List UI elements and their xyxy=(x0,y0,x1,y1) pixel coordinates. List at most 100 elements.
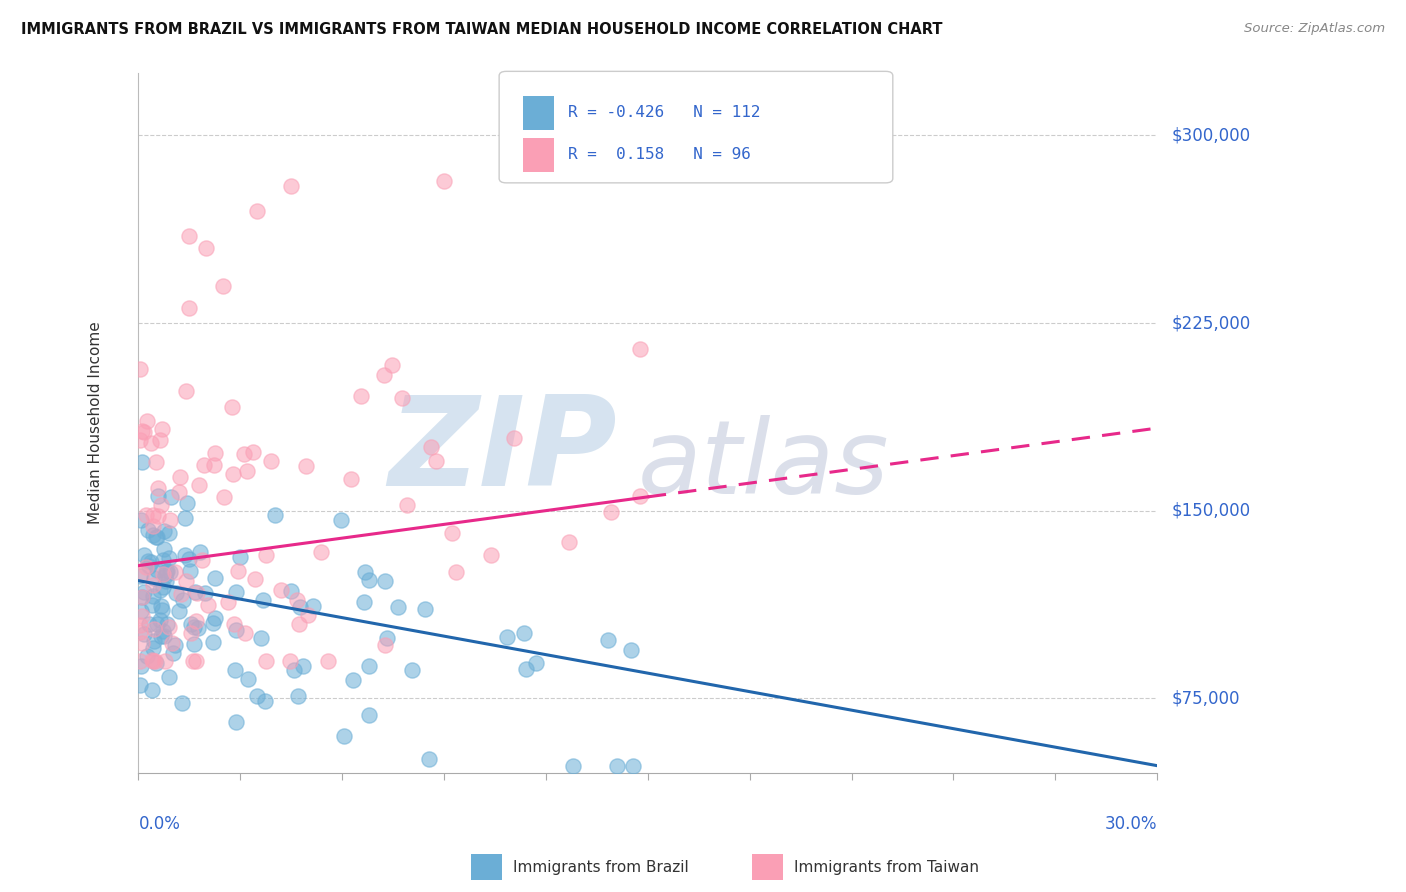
Point xyxy=(381,358,404,372)
Point xyxy=(243,572,266,586)
Point xyxy=(260,454,283,468)
Point xyxy=(181,654,204,668)
Point xyxy=(387,599,409,614)
Text: atlas: atlas xyxy=(638,415,889,515)
Point xyxy=(316,654,339,668)
Point xyxy=(142,528,165,542)
Point xyxy=(163,566,186,580)
Point xyxy=(135,414,157,428)
Text: $150,000: $150,000 xyxy=(1171,501,1250,520)
Point xyxy=(373,368,395,383)
Point xyxy=(135,648,157,663)
Point xyxy=(157,525,180,540)
Point xyxy=(129,362,152,376)
Point xyxy=(131,567,153,582)
Point xyxy=(391,391,413,405)
Point xyxy=(129,569,152,583)
Point xyxy=(401,663,423,677)
Point xyxy=(193,458,215,473)
Point xyxy=(129,624,152,639)
Point xyxy=(169,604,191,618)
Point xyxy=(194,585,217,599)
Point xyxy=(157,620,180,634)
Point xyxy=(143,654,166,668)
Point xyxy=(204,611,226,625)
Point xyxy=(129,678,152,692)
Point xyxy=(620,643,643,657)
Point xyxy=(155,574,177,589)
Point xyxy=(236,672,259,686)
Point xyxy=(425,454,447,468)
Point xyxy=(599,505,621,519)
Point xyxy=(236,464,259,478)
Point xyxy=(280,178,302,193)
Point xyxy=(157,670,180,684)
Point xyxy=(132,425,155,440)
Point xyxy=(165,586,187,600)
Text: Immigrants from Brazil: Immigrants from Brazil xyxy=(513,860,689,874)
Point xyxy=(524,656,547,670)
Point xyxy=(224,663,246,677)
Point xyxy=(149,582,172,597)
Point xyxy=(188,478,211,492)
Point xyxy=(515,662,537,676)
Point xyxy=(153,524,176,538)
Point xyxy=(353,595,375,609)
Point xyxy=(180,616,202,631)
Point xyxy=(232,446,254,460)
Point xyxy=(145,530,167,544)
Point xyxy=(357,659,380,673)
Text: Source: ZipAtlas.com: Source: ZipAtlas.com xyxy=(1244,22,1385,36)
Point xyxy=(309,545,332,559)
Point xyxy=(143,634,166,648)
Point xyxy=(287,689,309,703)
Point xyxy=(204,446,226,460)
Point xyxy=(170,586,193,600)
Point xyxy=(131,609,153,624)
Point xyxy=(292,658,315,673)
Point xyxy=(131,636,153,650)
Point xyxy=(290,600,312,615)
Point xyxy=(163,639,186,653)
Point xyxy=(283,663,305,677)
Point xyxy=(202,634,225,648)
Point xyxy=(254,654,277,668)
Point xyxy=(270,582,292,597)
Point xyxy=(135,560,157,574)
Point xyxy=(357,574,380,588)
Point xyxy=(396,498,419,512)
Point xyxy=(479,548,502,562)
Point xyxy=(136,554,159,568)
Point xyxy=(342,673,364,688)
Point xyxy=(141,598,163,612)
Point xyxy=(440,525,463,540)
Point xyxy=(146,616,169,631)
Point xyxy=(285,592,308,607)
Point xyxy=(149,613,172,627)
Point xyxy=(136,523,159,537)
Point xyxy=(131,591,153,605)
Point xyxy=(221,400,243,414)
Point xyxy=(221,467,243,482)
Text: Immigrants from Taiwan: Immigrants from Taiwan xyxy=(794,860,980,874)
Point xyxy=(202,458,225,473)
Point xyxy=(212,278,235,293)
Point xyxy=(254,548,277,562)
Point xyxy=(513,626,536,640)
Point xyxy=(562,758,585,772)
Point xyxy=(350,389,373,403)
Point xyxy=(142,508,165,522)
Text: $75,000: $75,000 xyxy=(1171,690,1240,707)
Point xyxy=(131,424,153,438)
Point xyxy=(242,445,264,459)
Point xyxy=(138,558,160,573)
Point xyxy=(131,455,153,469)
Point xyxy=(167,484,190,499)
Point xyxy=(201,615,224,630)
Point xyxy=(129,618,152,632)
Point xyxy=(297,607,319,622)
Point xyxy=(226,564,249,578)
Point xyxy=(172,696,194,710)
Point xyxy=(176,496,198,510)
Point xyxy=(184,584,207,599)
